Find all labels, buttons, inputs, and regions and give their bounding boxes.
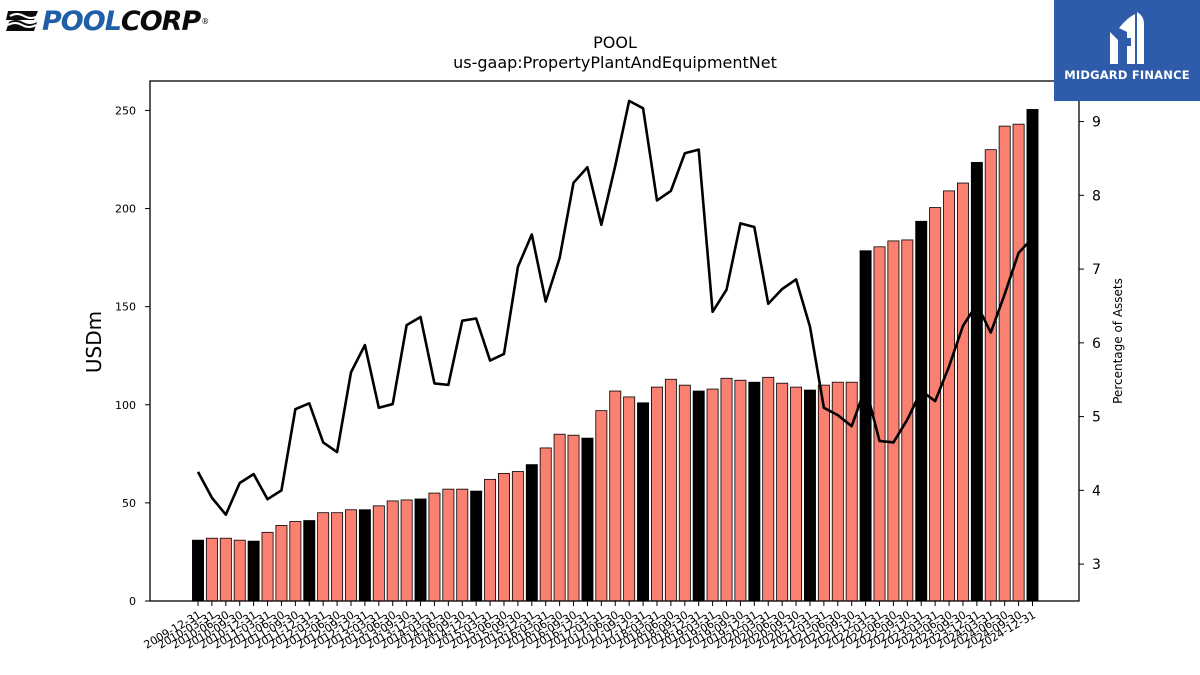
bar-2018-06-30 (664, 378, 677, 602)
bar-2018-09-30 (678, 384, 691, 602)
y-tick-label-200: 200 (115, 203, 136, 216)
bar-2016-03-31 (539, 447, 552, 602)
bar-2015-12-31 (525, 464, 538, 602)
bar-2015-03-31 (484, 478, 497, 602)
bar-2017-06-30 (609, 390, 622, 602)
chart-subtitle: us-gaap:PropertyPlantAndEquipmentNet (453, 53, 777, 72)
bar-2016-09-30 (567, 434, 580, 602)
poolcorp-wordmark-corp: CORP (120, 5, 201, 37)
bar-2014-03-31 (428, 492, 441, 602)
poolcorp-logo: POOLCORP ® (6, 4, 209, 38)
y2-axis-label: Percentage of Assets (1111, 278, 1125, 404)
y2-tick-label-9: 9 (1092, 115, 1101, 131)
bar-2024-09-30 (1012, 123, 1025, 602)
bar-2020-09-30 (790, 386, 803, 602)
bar-2010-12-31 (247, 540, 260, 602)
y-tick-label-250: 250 (115, 104, 136, 117)
bar-2021-03-31 (817, 384, 830, 602)
y2-tick-label-8: 8 (1092, 188, 1101, 204)
bar-2020-06-30 (776, 382, 789, 602)
bar-2010-03-31 (205, 537, 218, 602)
bar-2017-12-31 (637, 402, 650, 602)
bar-2014-09-30 (456, 488, 469, 602)
bar-2022-06-30 (887, 240, 900, 602)
y2-tick-label-5: 5 (1092, 410, 1101, 426)
bar-2010-06-30 (219, 537, 232, 602)
midgard-finance-logo: MIDGARD FINANCE (1054, 0, 1200, 101)
bar-2016-06-30 (553, 433, 566, 602)
bar-2024-06-30 (998, 125, 1011, 602)
bar-2019-03-31 (706, 388, 719, 602)
bar-2012-12-31 (358, 509, 371, 602)
bar-2012-03-31 (317, 512, 330, 602)
bar-2015-06-30 (498, 473, 510, 602)
y2-tick-label-7: 7 (1092, 262, 1101, 278)
bar-2019-12-31 (748, 381, 761, 602)
y2-tick-label-4: 4 (1092, 483, 1101, 499)
bar-2009-12-31 (192, 539, 204, 602)
poolcorp-wordmark-pool: POOL (42, 5, 122, 37)
bar-2011-06-30 (275, 525, 288, 602)
line-series (196, 99, 1034, 517)
midgard-emblem-icon (1110, 12, 1144, 64)
bar-2023-12-31 (970, 162, 983, 602)
bar-2013-03-31 (372, 505, 385, 602)
registered-mark: ® (201, 16, 210, 26)
bar-2024-12-31 (1026, 109, 1039, 602)
bar-2023-09-30 (956, 182, 969, 602)
y2-tick-label-6: 6 (1092, 336, 1101, 352)
y-axis-label: USDm (82, 311, 106, 373)
y-tick-label-150: 150 (115, 301, 136, 314)
bar-2017-09-30 (623, 396, 636, 602)
bar-2016-12-31 (581, 437, 594, 602)
bar-2022-12-31 (915, 220, 928, 602)
bar-2012-09-30 (345, 509, 357, 602)
bar-2014-06-30 (442, 488, 455, 602)
bar-2011-12-31 (303, 520, 316, 602)
bar-series (192, 109, 1039, 602)
wave-icon (6, 11, 39, 31)
y2-tick-label-3: 3 (1092, 557, 1101, 573)
percentage-of-assets-line (196, 99, 1034, 517)
y-axis-left: 0 50 100 150 200 250 (115, 104, 150, 608)
y-tick-label-0: 0 (129, 595, 136, 608)
bar-2012-06-30 (331, 512, 344, 602)
bar-2018-03-31 (651, 386, 663, 602)
bar-2013-12-31 (414, 498, 427, 602)
bar-2023-03-31 (929, 207, 942, 602)
bar-2017-03-31 (595, 410, 608, 602)
x-axis: 2009-12-312010-03-312010-06-302010-09-30… (142, 601, 1038, 652)
bar-2019-06-30 (720, 377, 733, 602)
bar-2015-09-30 (511, 471, 524, 602)
bar-2011-09-30 (289, 521, 302, 602)
bar-2020-12-31 (804, 389, 816, 602)
bar-2021-12-31 (859, 250, 872, 602)
midgard-finance-name: MIDGARD FINANCE (1064, 68, 1190, 82)
bar-2020-03-31 (762, 376, 775, 602)
bar-2013-09-30 (400, 499, 413, 602)
poolcorp-wordmark: POOLCORP (42, 5, 201, 37)
bar-2014-12-31 (470, 490, 483, 602)
bar-2011-03-31 (261, 531, 274, 602)
y-tick-label-50: 50 (122, 497, 136, 510)
bar-2018-12-31 (692, 390, 705, 602)
plot-frame (149, 80, 1080, 602)
bar-2010-09-30 (233, 539, 246, 602)
bar-2013-06-30 (386, 500, 399, 602)
chart-title: POOL (593, 33, 637, 52)
bar-2019-09-30 (734, 379, 747, 602)
y-tick-label-100: 100 (115, 399, 136, 412)
y-axis-right: 3 4 5 6 7 8 9 (1079, 115, 1101, 573)
bar-2023-06-30 (943, 190, 956, 602)
bar-2024-03-31 (984, 149, 997, 602)
